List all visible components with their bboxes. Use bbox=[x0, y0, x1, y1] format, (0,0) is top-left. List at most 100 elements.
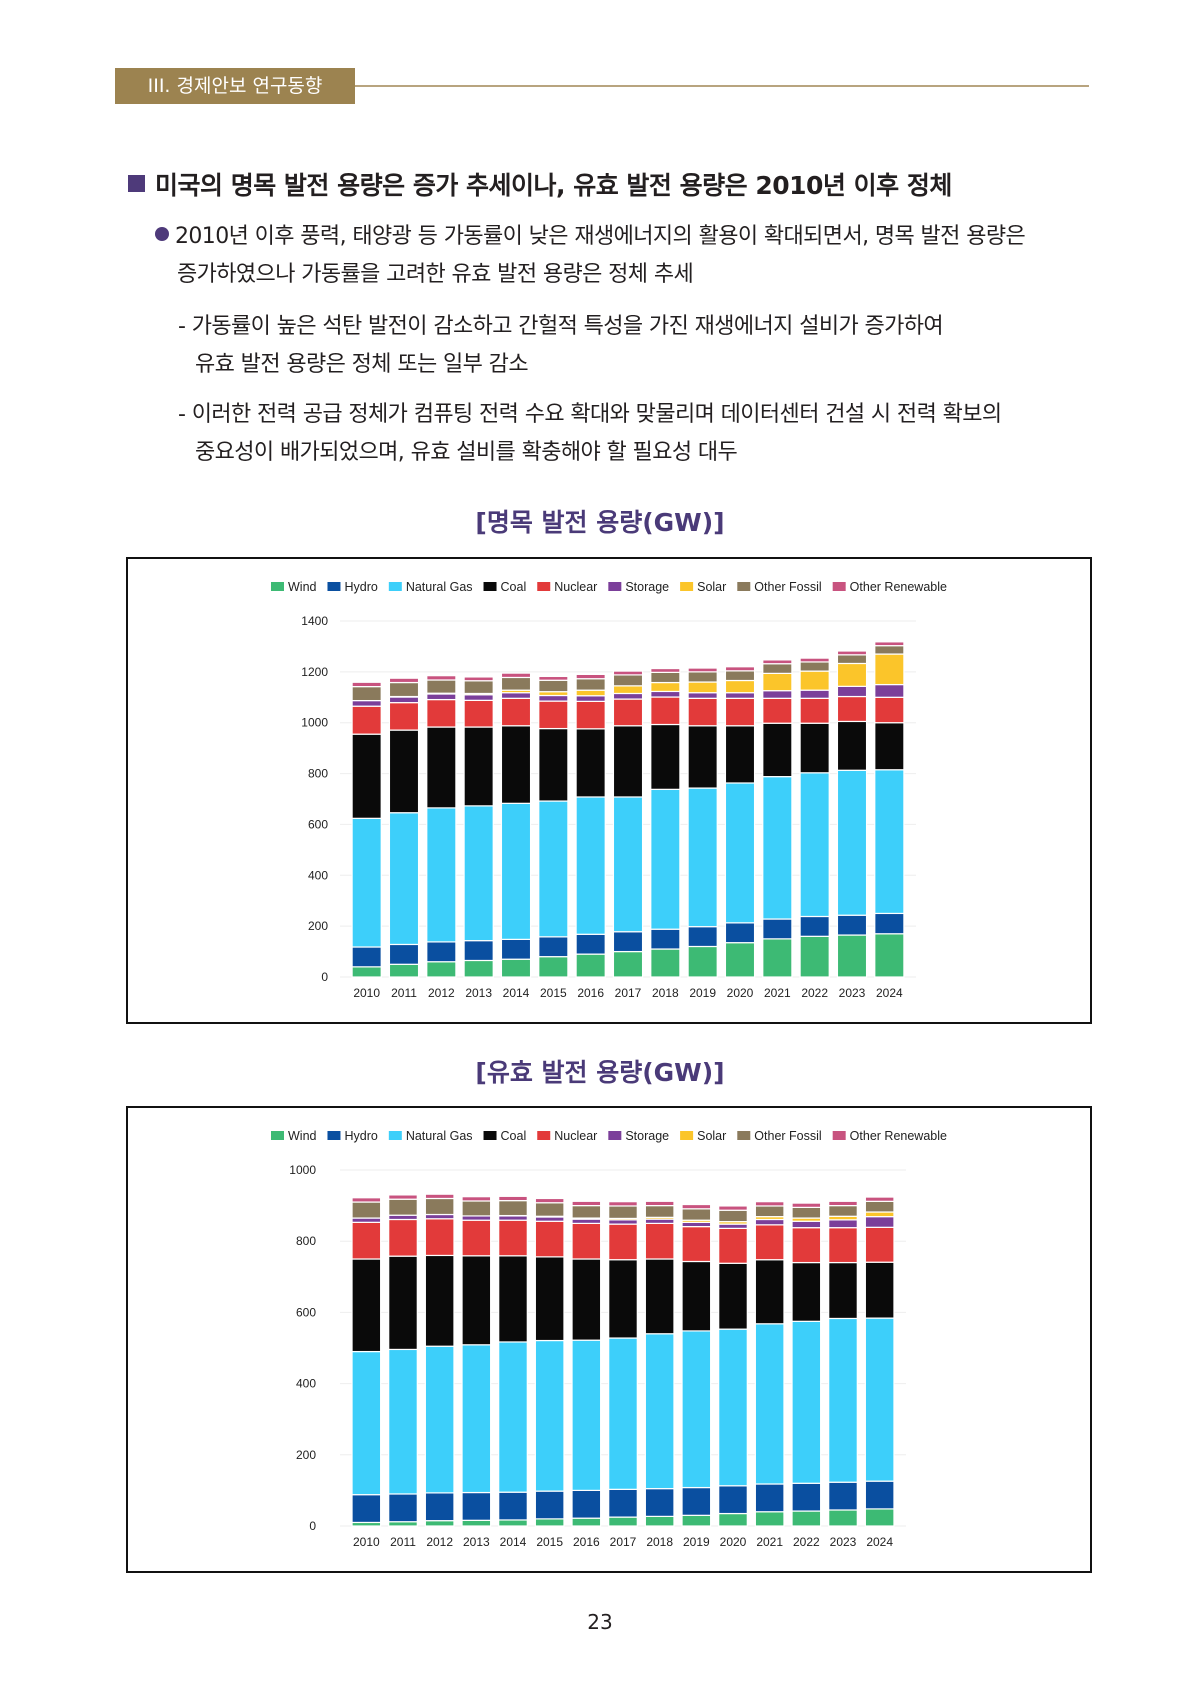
sub-item-2-line-2: 중요성이 배가되었으며, 유효 설비를 확충해야 할 필요성 대두 bbox=[195, 440, 738, 465]
bar-segment-hydro-2019 bbox=[687, 926, 718, 948]
bar-segment-wind-2023 bbox=[828, 1509, 858, 1527]
bar-segment-natural-gas-2010 bbox=[351, 817, 382, 948]
bar-segment-coal-2020 bbox=[718, 1262, 748, 1330]
bar-segment-coal-2024 bbox=[864, 1261, 895, 1319]
bar-segment-hydro-2015 bbox=[534, 1490, 565, 1520]
legend-label: Hydro bbox=[344, 580, 377, 594]
legend-swatch bbox=[483, 582, 497, 591]
bar-segment-nuclear-2018 bbox=[650, 696, 681, 726]
bar-stack-2015 bbox=[534, 1197, 565, 1527]
bar-segment-other-fossil-2018 bbox=[650, 671, 681, 684]
chart-2-frame: Wind Hydro Natural Gas Coal Nuclear Storage So… bbox=[126, 1106, 1092, 1573]
legend-label: Other Renewable bbox=[850, 1129, 947, 1143]
legend-label: Solar bbox=[697, 580, 726, 594]
x-tick-label: 2021 bbox=[764, 986, 791, 1000]
bar-segment-hydro-2011 bbox=[388, 943, 420, 965]
bar-segment-coal-2010 bbox=[351, 1258, 382, 1353]
bar-segment-coal-2018 bbox=[650, 723, 681, 790]
bar-segment-hydro-2018 bbox=[650, 928, 681, 950]
bar-segment-natural-gas-2021 bbox=[762, 776, 793, 920]
bar-segment-nuclear-2024 bbox=[864, 1226, 895, 1263]
bar-segment-nuclear-2011 bbox=[388, 1218, 418, 1257]
bar-segment-other-renewable-2022 bbox=[791, 1202, 822, 1208]
bar-stack-2024 bbox=[874, 641, 905, 978]
bar-segment-hydro-2024 bbox=[864, 1480, 895, 1510]
bar-segment-storage-2010 bbox=[351, 699, 382, 707]
chart-2-effective-capacity: Wind Hydro Natural Gas Coal Nuclear Storage So… bbox=[270, 1129, 947, 1549]
chart-legend: Wind Hydro Natural Gas Coal Nuclear Storage So… bbox=[270, 580, 947, 594]
bar-segment-wind-2018 bbox=[650, 948, 681, 978]
bar-stack-2017 bbox=[608, 1201, 638, 1527]
x-tick-label: 2017 bbox=[610, 1535, 637, 1549]
legend-swatch bbox=[537, 582, 551, 591]
bar-segment-coal-2012 bbox=[426, 726, 457, 809]
bullet-line-2: 증가하였으나 가동률을 고려한 유효 발전 용량은 정체 추세 bbox=[177, 262, 694, 287]
legend-item-coal: Coal bbox=[483, 580, 526, 594]
bar-segment-other-renewable-2013 bbox=[463, 676, 494, 682]
bar-segment-solar-2020 bbox=[724, 679, 756, 694]
legend-label: Nuclear bbox=[554, 580, 597, 594]
bar-segment-wind-2020 bbox=[718, 1512, 748, 1527]
bar-segment-hydro-2011 bbox=[388, 1493, 418, 1523]
bar-segment-storage-2018 bbox=[644, 1218, 675, 1224]
y-tick-label: 1200 bbox=[301, 665, 328, 679]
y-tick-label: 800 bbox=[308, 767, 328, 781]
bar-segment-nuclear-2016 bbox=[575, 700, 606, 730]
bar-segment-coal-2022 bbox=[799, 722, 830, 774]
bar-segment-natural-gas-2022 bbox=[799, 772, 830, 918]
legend-item-other-renewable: Other Renewable bbox=[832, 580, 947, 594]
bar-segment-other-renewable-2011 bbox=[388, 677, 420, 684]
sub-item-1-line-2: 유효 발전 용량은 정체 또는 일부 감소 bbox=[195, 352, 529, 377]
x-tick-label: 2013 bbox=[465, 986, 492, 1000]
bar-segment-solar-2017 bbox=[612, 685, 644, 695]
bullet-line-1: 2010년 이후 풍력, 태양광 등 가동률이 낮은 재생에너지의 활용이 확대… bbox=[175, 224, 1026, 249]
bar-stack-2022 bbox=[791, 1202, 822, 1527]
bar-segment-natural-gas-2013 bbox=[463, 805, 494, 942]
bar-segment-other-fossil-2015 bbox=[538, 679, 569, 693]
bar-segment-nuclear-2014 bbox=[498, 1219, 528, 1257]
bar-segment-hydro-2020 bbox=[718, 1485, 748, 1515]
bar-segment-hydro-2010 bbox=[351, 1494, 382, 1524]
legend-item-other-fossil: Other Fossil bbox=[737, 580, 822, 594]
bar-segment-storage-2014 bbox=[500, 692, 532, 699]
bar-segment-wind-2012 bbox=[426, 961, 457, 978]
bar-segment-wind-2023 bbox=[836, 934, 868, 978]
bar-segment-other-fossil-2019 bbox=[687, 671, 718, 683]
bar-segment-other-fossil-2013 bbox=[461, 1200, 492, 1217]
bar-segment-storage-2016 bbox=[571, 1218, 602, 1224]
bar-segment-coal-2014 bbox=[500, 725, 532, 804]
x-tick-label: 2024 bbox=[876, 986, 903, 1000]
bar-segment-storage-2014 bbox=[498, 1215, 528, 1221]
bar-segment-nuclear-2020 bbox=[718, 1227, 748, 1264]
bar-stack-2021 bbox=[754, 1201, 785, 1527]
legend-swatch bbox=[270, 1131, 284, 1140]
bar-segment-nuclear-2015 bbox=[534, 1220, 565, 1258]
bar-segment-nuclear-2013 bbox=[461, 1219, 492, 1257]
bar-stack-2014 bbox=[498, 1195, 528, 1527]
bar-segment-coal-2010 bbox=[351, 733, 382, 819]
legend-swatch bbox=[327, 582, 341, 591]
x-tick-label: 2024 bbox=[866, 1535, 893, 1549]
bar-segment-coal-2018 bbox=[644, 1258, 675, 1335]
legend-label: Other Fossil bbox=[754, 1129, 821, 1143]
bar-segment-other-renewable-2016 bbox=[575, 673, 606, 680]
bar-segment-solar-2018 bbox=[650, 681, 681, 693]
bar-segment-hydro-2019 bbox=[681, 1486, 712, 1516]
bar-segment-storage-2021 bbox=[762, 690, 793, 699]
bar-segment-solar-2019 bbox=[687, 681, 718, 694]
bar-segment-other-renewable-2014 bbox=[498, 1195, 528, 1202]
bar-segment-coal-2024 bbox=[874, 722, 905, 771]
x-tick-label: 2013 bbox=[463, 1535, 490, 1549]
bar-segment-hydro-2013 bbox=[463, 940, 494, 962]
bar-segment-hydro-2017 bbox=[612, 931, 644, 953]
bar-segment-natural-gas-2020 bbox=[718, 1328, 748, 1487]
sub-item-1: - 가동률이 높은 석탄 발전이 감소하고 간헐적 특성을 가진 재생에너지 설… bbox=[178, 308, 944, 384]
chart-1-nameplate-capacity: Wind Hydro Natural Gas Coal Nuclear Storage So… bbox=[270, 580, 947, 1000]
bar-stack-2019 bbox=[687, 667, 718, 978]
bar-segment-nuclear-2014 bbox=[500, 697, 532, 727]
bar-segment-wind-2020 bbox=[724, 942, 756, 978]
section-heading-text: 미국의 명목 발전 용량은 증가 추세이나, 유효 발전 용량은 2010년 이… bbox=[155, 171, 952, 200]
bar-segment-natural-gas-2013 bbox=[461, 1344, 492, 1494]
bar-segment-coal-2019 bbox=[681, 1260, 712, 1332]
bar-segment-other-renewable-2017 bbox=[612, 670, 644, 676]
